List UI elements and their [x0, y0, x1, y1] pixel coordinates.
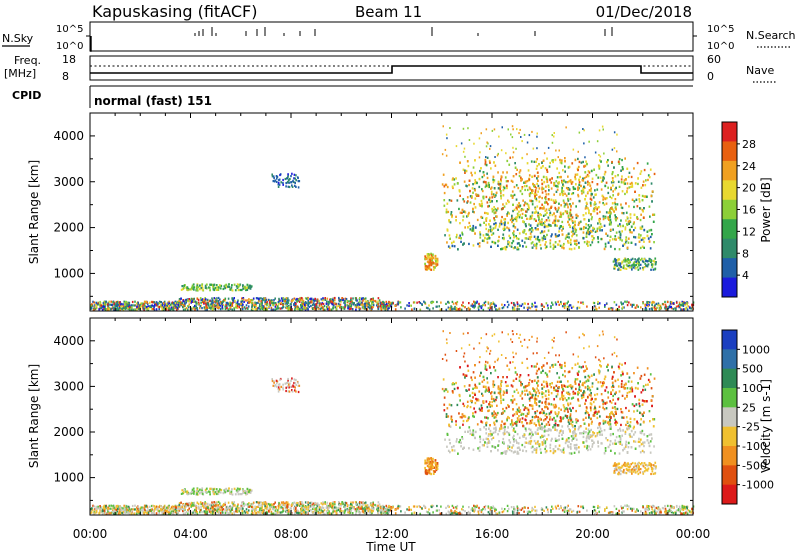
colorbar-tick-label: 8: [742, 247, 749, 260]
date-label: 01/Dec/2018: [596, 3, 692, 21]
colorbar-tick-label: -100: [742, 440, 767, 453]
colorbar-tick-label: 12: [742, 225, 756, 238]
nsky-frame: [89, 21, 694, 52]
cpid-label: CPID: [12, 89, 41, 102]
colorbar-tick-label: -500: [742, 459, 767, 472]
velocity-frame: [89, 317, 694, 516]
colorbar-tick-label: 4: [742, 269, 749, 282]
power-frame: [89, 112, 694, 312]
colorbar-tick-label: 500: [742, 363, 763, 376]
freq-frame: [89, 55, 694, 81]
nave-tick-top: 60: [707, 53, 721, 66]
nsearch-tick-top: 10^5: [707, 24, 734, 35]
colorbar-tick-label: 24: [742, 160, 756, 173]
power-colorbar: 28 24 20 16 12 8 4: [721, 121, 756, 298]
velocity-colorbar: 1000 500 100 25 -25 -100 -500 -1000: [721, 329, 774, 505]
beam-label: Beam 11: [355, 3, 422, 21]
nsky-strip: N.Sky 10^5 10^0 10^5 10^0 N.Search: [2, 21, 796, 52]
power-panel: 1000 2000 3000 4000 Slant Range [km]: [27, 112, 695, 312]
cpid-value: normal (fast) 151: [94, 94, 212, 108]
freq-trace: [90, 65, 693, 74]
power-y-axis: 1000 2000 3000 4000: [53, 129, 693, 297]
velocity-colorbar-label: Velocity [m s-1]: [759, 379, 773, 473]
velocity-panel: 1000 2000 3000 4000 Slant Range [km]: [27, 317, 695, 516]
power-colorbar-label: Power [dB]: [759, 177, 773, 242]
time-tick-label: 00:00: [676, 527, 711, 541]
freq-tick-top: 18: [62, 53, 76, 66]
colorbar-tick-label: 1000: [742, 343, 770, 356]
nsearch-label: N.Search: [746, 29, 796, 42]
time-tick-label: 16:00: [475, 527, 510, 541]
station-title: Kapuskasing (fitACF): [92, 2, 257, 21]
colorbar-tick-label: -25: [742, 421, 760, 434]
cpid-strip: CPID normal (fast) 151: [12, 85, 693, 108]
colorbar-tick-label: 20: [742, 182, 756, 195]
velocity-y-axis: 1000 2000 3000 4000: [53, 334, 693, 501]
time-axis-label: Time UT: [365, 540, 416, 554]
time-tick-label: 20:00: [575, 527, 610, 541]
time-tick-label: 04:00: [173, 527, 208, 541]
colorbar-tick-label: 16: [742, 204, 756, 217]
power-ylabel: Slant Range [km]: [27, 160, 41, 264]
nsky-label: N.Sky: [2, 32, 34, 45]
nsky-trace: [90, 36, 92, 52]
range-tick-label: 2000: [53, 425, 84, 439]
time-axis: 00:00 04:00 08:00 12:00 16:00 20:00 00:00: [73, 113, 711, 541]
nave-label: Nave: [746, 64, 774, 77]
range-tick-label: 3000: [53, 175, 84, 189]
range-tick-label: 3000: [53, 379, 84, 393]
colorbar-tick-label: 25: [742, 401, 756, 414]
colorbar-tick-label: 100: [742, 382, 763, 395]
power-scatter: [90, 125, 695, 311]
nsky-tick-bottom: 10^0: [56, 41, 83, 52]
time-tick-label: 08:00: [274, 527, 309, 541]
range-tick-label: 1000: [53, 266, 84, 280]
time-tick-label: 00:00: [73, 527, 108, 541]
velocity-ylabel: Slant Range [km]: [27, 364, 41, 468]
freq-tick-bottom: 8: [62, 70, 69, 83]
nsearch-tick-bottom: 10^0: [707, 41, 734, 52]
range-tick-label: 4000: [53, 334, 84, 348]
nsky-spikes: [194, 27, 613, 36]
freq-label: Freq.: [14, 54, 41, 67]
nsky-tick-top: 10^5: [56, 24, 83, 35]
freq-strip: Freq. [MHz] 18 8 60 0 Nave: [4, 53, 776, 83]
nave-tick-bottom: 0: [707, 70, 714, 83]
range-tick-label: 2000: [53, 221, 84, 235]
velocity-scatter: [90, 330, 695, 515]
freq-unit: [MHz]: [4, 67, 36, 80]
range-tick-label: 4000: [53, 129, 84, 143]
time-tick-label: 12:00: [374, 527, 409, 541]
colorbar-tick-label: -1000: [742, 479, 774, 492]
colorbar-tick-label: 28: [742, 138, 756, 151]
range-tick-label: 1000: [53, 471, 84, 485]
